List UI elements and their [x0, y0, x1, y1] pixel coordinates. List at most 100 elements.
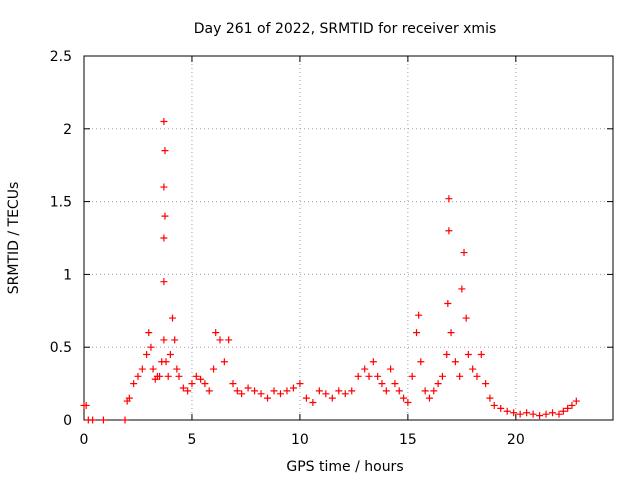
data-point: [490, 401, 498, 409]
data-point: [276, 390, 284, 398]
data-point: [283, 387, 291, 395]
data-point: [161, 147, 169, 155]
data-point: [175, 372, 183, 380]
data-point: [417, 358, 425, 366]
data-point: [210, 365, 218, 373]
data-point: [225, 336, 233, 344]
data-point: [378, 380, 386, 388]
data-point: [425, 394, 433, 402]
data-point: [160, 278, 168, 286]
data-point: [473, 372, 481, 380]
data-point: [147, 343, 155, 351]
data-point: [89, 416, 97, 424]
data-point: [212, 329, 220, 337]
data-point: [233, 387, 241, 395]
data-point: [421, 387, 429, 395]
y-tick-label: 1.5: [50, 195, 72, 211]
y-tick-label: 0: [63, 413, 72, 429]
data-point: [192, 372, 200, 380]
data-point: [395, 387, 403, 395]
data-point: [365, 372, 373, 380]
data-point: [482, 380, 490, 388]
data-point: [184, 387, 192, 395]
data-points: [80, 118, 580, 424]
data-point: [216, 336, 224, 344]
data-point: [559, 407, 567, 415]
data-point: [138, 365, 146, 373]
data-point: [460, 249, 468, 257]
x-tick-label: 10: [291, 432, 309, 448]
data-point: [99, 416, 107, 424]
data-point: [564, 404, 572, 412]
data-point: [134, 372, 142, 380]
x-tick-label: 5: [187, 432, 196, 448]
data-point: [244, 384, 252, 392]
x-tick-label: 15: [399, 432, 417, 448]
plot-frame: [83, 55, 614, 421]
data-point: [456, 372, 464, 380]
data-point: [458, 285, 466, 293]
data-point: [503, 407, 511, 415]
data-point: [205, 387, 213, 395]
data-point: [296, 380, 304, 388]
data-point: [568, 401, 576, 409]
data-point: [477, 350, 485, 358]
data-point: [160, 336, 168, 344]
data-point: [341, 390, 349, 398]
data-point: [354, 372, 362, 380]
data-point: [220, 358, 228, 366]
data-point: [510, 409, 518, 417]
data-point: [164, 372, 172, 380]
data-point: [404, 399, 412, 407]
y-tick-label: 2: [63, 122, 72, 138]
data-point: [464, 350, 472, 358]
data-point: [173, 365, 181, 373]
data-point: [264, 394, 272, 402]
data-point: [516, 410, 524, 418]
data-point: [270, 387, 278, 395]
data-point: [156, 372, 164, 380]
data-point: [166, 350, 174, 358]
data-point: [382, 387, 390, 395]
x-tick-label: 20: [507, 432, 525, 448]
data-point: [361, 365, 369, 373]
data-point: [328, 394, 336, 402]
data-point: [121, 416, 129, 424]
data-point: [572, 397, 580, 405]
data-point: [486, 394, 494, 402]
y-tick-label: 2.5: [50, 49, 72, 65]
data-point: [434, 380, 442, 388]
data-point: [160, 234, 168, 242]
data-point: [348, 387, 356, 395]
data-point: [523, 409, 531, 417]
data-point: [160, 118, 168, 126]
data-point: [374, 372, 382, 380]
data-point: [536, 412, 544, 420]
data-point: [451, 358, 459, 366]
data-point: [161, 212, 169, 220]
data-point: [447, 329, 455, 337]
data-point: [169, 314, 177, 322]
data-point: [160, 183, 168, 191]
data-point: [430, 387, 438, 395]
data-point: [130, 380, 138, 388]
y-axis-label: SRMTID / TECUs: [6, 182, 22, 295]
data-point: [162, 358, 170, 366]
y-tick-label: 0.5: [50, 340, 72, 356]
data-point: [335, 387, 343, 395]
data-point: [408, 372, 416, 380]
data-point: [188, 380, 196, 388]
data-point: [497, 404, 505, 412]
data-point: [257, 390, 265, 398]
data-point: [143, 350, 151, 358]
data-point: [438, 372, 446, 380]
data-point: [445, 195, 453, 203]
data-point: [289, 384, 297, 392]
data-point: [387, 365, 395, 373]
data-point: [238, 390, 246, 398]
data-point: [400, 394, 408, 402]
y-tick-label: 1: [63, 267, 72, 283]
data-point: [445, 227, 453, 235]
